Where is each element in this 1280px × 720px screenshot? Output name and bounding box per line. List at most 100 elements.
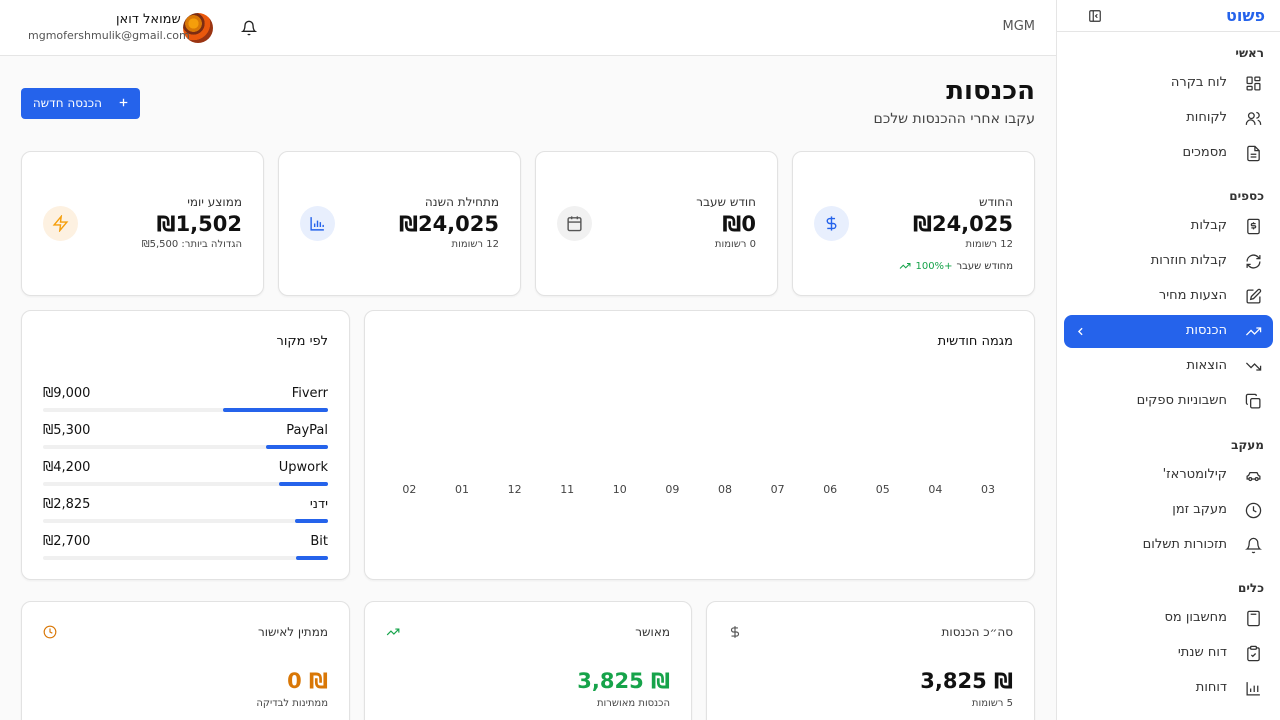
- dollar-icon: [814, 206, 849, 241]
- source-bar-track: [43, 519, 328, 523]
- source-value: ₪4,200: [43, 460, 91, 475]
- dashboard-icon: [1245, 75, 1262, 92]
- topbar: MGM שמואל דואן mgmofershmulik@gmail.com: [0, 0, 1056, 56]
- edit-document-icon: [1245, 288, 1262, 305]
- copy-icon: [1245, 393, 1262, 410]
- new-income-label: הכנסה חדשה: [32, 96, 102, 110]
- clock-icon: [1245, 502, 1262, 519]
- sidebar-item-label: קילומטראז': [1162, 467, 1227, 482]
- document-icon: [1245, 145, 1262, 162]
- sidebar-item-label: לקוחות: [1186, 110, 1227, 125]
- source-bar-track: [43, 445, 328, 449]
- brand-logo[interactable]: פשוט: [1225, 6, 1265, 25]
- source-row: ידני ₪2,825: [43, 497, 328, 527]
- summary-value: ₪ 3,825: [920, 669, 1013, 693]
- trending-up-icon: [1245, 323, 1262, 340]
- user-name[interactable]: שמואל דואן: [116, 12, 181, 27]
- stat-card-daily-average: ממוצע יומי ₪1,502 הגדולה ביותר: ₪5,500: [21, 151, 264, 296]
- section-tools: כלים: [1238, 581, 1264, 595]
- sidebar-collapse-icon[interactable]: [1088, 9, 1102, 23]
- stat-value: ₪0: [722, 212, 756, 236]
- stat-value: ₪24,025: [398, 212, 499, 236]
- source-bar-fill: [278, 482, 328, 486]
- sidebar-item-label: מחשבון מס: [1164, 610, 1227, 625]
- month-label: 05: [875, 483, 890, 496]
- avatar[interactable]: [183, 13, 213, 43]
- sidebar-item-annual-report[interactable]: דוח שנתי: [1064, 637, 1273, 670]
- by-source-title: לפי מקור: [276, 334, 328, 349]
- bar-chart-icon: [1245, 680, 1262, 697]
- source-bar-fill: [296, 556, 328, 560]
- source-bar-track: [43, 408, 328, 412]
- month-label: 03: [981, 483, 995, 496]
- stat-sub: 12 רשומות: [965, 239, 1013, 250]
- source-value: ₪5,300: [43, 423, 91, 438]
- summary-sub: ממתינות לבדיקה: [256, 698, 328, 709]
- sidebar-item-recurring-receipts[interactable]: קבלות חוזרות: [1064, 245, 1273, 278]
- month-label: 07: [770, 483, 785, 496]
- sidebar-item-payment-reminders[interactable]: תזכורות תשלום: [1064, 529, 1273, 562]
- lightning-icon: [43, 206, 78, 241]
- sidebar-item-dashboard[interactable]: לוח בקרה: [1064, 67, 1273, 100]
- chevron-left-icon: [1074, 325, 1087, 338]
- trend-percent: +100%: [915, 260, 953, 272]
- stat-card-this-month: החודש ₪24,025 12 רשומות מחודש שעבר +100%: [792, 151, 1035, 296]
- source-bar-track: [43, 556, 328, 560]
- car-icon: [1245, 467, 1262, 484]
- sidebar-item-receipts[interactable]: קבלות: [1064, 210, 1273, 243]
- sidebar-item-label: דוח שנתי: [1177, 645, 1227, 660]
- sidebar-item-label: לוח בקרה: [1170, 75, 1227, 90]
- source-name: Bit: [310, 534, 328, 549]
- stat-value: ₪24,025: [912, 212, 1013, 236]
- stat-card-year-to-date: מתחילת השנה ₪24,025 12 רשומות: [278, 151, 521, 296]
- sidebar-item-supplier-invoices[interactable]: חשבוניות ספקים: [1064, 385, 1273, 418]
- sidebar-item-customers[interactable]: לקוחות: [1064, 102, 1273, 135]
- calendar-icon: [557, 206, 592, 241]
- summary-value: ₪ 0: [287, 669, 328, 693]
- month-label: 02: [402, 483, 417, 496]
- sidebar-item-tax-calculator[interactable]: מחשבון מס: [1064, 602, 1273, 635]
- sidebar-item-reports[interactable]: דוחות: [1064, 672, 1273, 705]
- sidebar-item-label: חשבוניות ספקים: [1136, 393, 1227, 408]
- new-income-button[interactable]: הכנסה חדשה: [21, 88, 140, 119]
- sidebar-item-mileage[interactable]: קילומטראז': [1064, 459, 1273, 492]
- calculator-icon: [1245, 610, 1262, 627]
- month-label: 09: [665, 483, 680, 496]
- source-bar-fill: [265, 445, 328, 449]
- stat-sub: 0 רשומות: [714, 239, 756, 250]
- org-name[interactable]: MGM: [1002, 19, 1035, 34]
- clock-icon: [43, 625, 57, 639]
- sidebar-item-expenses[interactable]: הוצאות: [1064, 350, 1273, 383]
- sidebar-item-income[interactable]: הכנסות: [1064, 315, 1273, 348]
- section-tracking: מעקב: [1231, 438, 1264, 452]
- summary-pending: ממתין לאישור ₪ 0 ממתינות לבדיקה: [21, 601, 350, 720]
- sidebar-item-label: מסמכים: [1182, 145, 1227, 160]
- stat-card-last-month: חודש שעבר ₪0 0 רשומות: [535, 151, 778, 296]
- sidebar-item-time-tracking[interactable]: מעקב זמן: [1064, 494, 1273, 527]
- source-row: PayPal ₪5,300: [43, 423, 328, 453]
- bar-chart-icon: [300, 206, 335, 241]
- summary-label: מאושר: [635, 625, 670, 639]
- plus-icon: [117, 96, 130, 109]
- sidebar-divider: [1057, 31, 1280, 32]
- stat-value: ₪1,502: [156, 212, 242, 236]
- sidebar-item-quotes[interactable]: הצעות מחיר: [1064, 280, 1273, 313]
- month-label: 10: [612, 483, 627, 496]
- stat-sub: הגדולה ביותר: ₪5,500: [141, 239, 242, 250]
- month-label: 04: [928, 483, 943, 496]
- source-value: ₪2,825: [43, 497, 91, 512]
- by-source-card: לפי מקור Fiverr ₪9,000 PayPal ₪5,300 Upwork ₪…: [21, 310, 350, 580]
- sidebar-item-documents[interactable]: מסמכים: [1064, 137, 1273, 170]
- notifications-bell-icon[interactable]: [241, 20, 257, 36]
- summary-label: סה״כ הכנסות: [941, 625, 1013, 639]
- source-row: Bit ₪2,700: [43, 534, 328, 564]
- source-value: ₪9,000: [43, 386, 91, 401]
- summary-sub: 5 רשומות: [971, 698, 1013, 709]
- sidebar-item-label: תזכורות תשלום: [1142, 537, 1227, 552]
- summary-sub: הכנסות מאושרות: [596, 698, 670, 709]
- source-row: Upwork ₪4,200: [43, 460, 328, 490]
- sidebar: פשוט ראשי לוח בקרה לקוחות מסמכים כספים ק…: [1056, 0, 1280, 720]
- users-icon: [1245, 110, 1262, 127]
- source-name: Fiverr: [291, 386, 328, 401]
- source-name: Upwork: [278, 460, 328, 475]
